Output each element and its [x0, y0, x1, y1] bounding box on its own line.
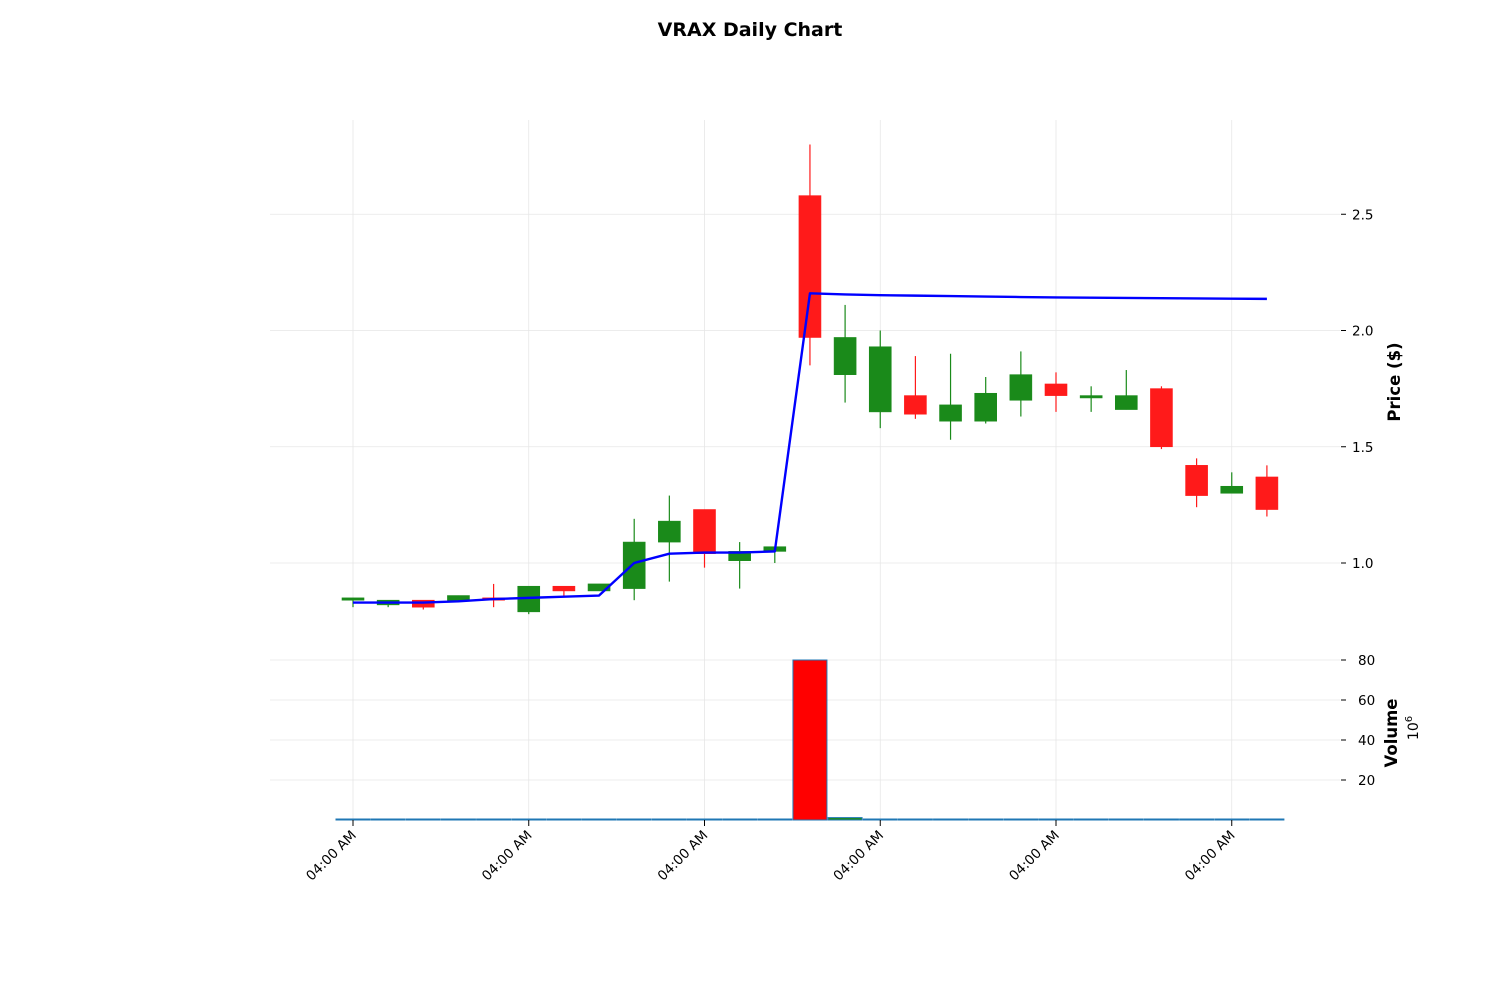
- candle: [1079, 386, 1103, 412]
- candle-body: [1115, 395, 1138, 410]
- candle: [868, 330, 892, 429]
- volume-bar: [1003, 818, 1039, 821]
- volume-axis: 20 40 60 80: [1341, 653, 1375, 789]
- volume-tick-label: 20: [1358, 773, 1375, 789]
- volume-bar: [1108, 818, 1144, 821]
- volume-bar: [827, 817, 863, 821]
- volume-bar: [968, 818, 1004, 821]
- volume-bar: [1249, 818, 1285, 821]
- volume-bar: [405, 818, 441, 821]
- volume-bar: [616, 818, 652, 821]
- volume-bar: [335, 818, 371, 821]
- volume-bar: [1214, 818, 1250, 821]
- candle-body: [904, 395, 927, 415]
- candle-body: [1255, 476, 1279, 510]
- candle: [798, 144, 822, 366]
- candle-body: [1150, 388, 1173, 448]
- candle-body: [1009, 374, 1033, 401]
- volume-tick-label: 60: [1358, 693, 1375, 709]
- moving-average-line: [353, 292, 1267, 604]
- candle-body: [1185, 465, 1208, 496]
- candle: [1220, 472, 1244, 494]
- candle: [833, 304, 857, 403]
- price-axis-label: Price ($): [1385, 342, 1404, 421]
- volume-bar: [440, 818, 476, 821]
- candle: [1044, 372, 1068, 412]
- candle: [693, 509, 716, 568]
- time-tick-label: 04:00 AM: [655, 828, 712, 885]
- candle-body: [552, 585, 576, 592]
- price-tick-label: 2.0: [1352, 324, 1373, 340]
- volume-tick-label: 80: [1358, 653, 1375, 669]
- price-tick-label: 1.0: [1352, 556, 1373, 572]
- volume-bar: [933, 818, 969, 821]
- candle: [1150, 386, 1173, 450]
- candle-body: [833, 337, 857, 375]
- volume-bars: [335, 659, 1285, 821]
- volume-bar: [476, 818, 512, 821]
- volume-tick-label: 40: [1358, 733, 1375, 749]
- candle: [974, 377, 998, 424]
- volume-bar: [370, 818, 406, 821]
- candle: [658, 495, 681, 582]
- candle-body: [658, 520, 681, 543]
- candle-body: [974, 392, 998, 422]
- candle-body: [447, 595, 470, 601]
- candle: [587, 583, 611, 592]
- candles: [341, 144, 1279, 615]
- candle: [622, 518, 646, 601]
- candle: [904, 356, 927, 419]
- time-tick-label: 04:00 AM: [830, 828, 887, 885]
- price-axis: 1.0 1.5 2.0 2.5: [1341, 207, 1373, 572]
- volume-bar: [687, 818, 722, 821]
- candle: [552, 585, 576, 596]
- volume-bar: [897, 818, 933, 821]
- candle-body: [622, 541, 646, 589]
- volume-bar: [722, 818, 758, 821]
- candle: [1185, 458, 1208, 508]
- candle: [1115, 370, 1138, 410]
- volume-bar: [1143, 818, 1179, 821]
- moving-average: [353, 292, 1267, 604]
- price-tick-label: 2.5: [1352, 207, 1373, 223]
- candle-body: [1079, 395, 1103, 399]
- volume-bar: [757, 818, 793, 821]
- volume-bar: [651, 818, 687, 821]
- volume-axis-label: Volume: [1382, 699, 1401, 768]
- volume-bar: [862, 818, 898, 821]
- candle-body: [939, 404, 962, 422]
- volume-bar: [546, 818, 582, 821]
- candle-body: [798, 195, 822, 338]
- time-tick-label: 04:00 AM: [303, 828, 360, 885]
- candle-body: [1044, 383, 1068, 396]
- time-tick-label: 04:00 AM: [1182, 828, 1239, 885]
- candle-body: [341, 597, 365, 601]
- candle-body: [693, 509, 716, 554]
- time-axis: 04:00 AM 04:00 AM 04:00 AM 04:00 AM 04:00 AM…: [303, 820, 1239, 885]
- volume-bar: [792, 659, 828, 821]
- candle: [517, 585, 541, 615]
- candle-body: [868, 346, 892, 413]
- candle-body: [1220, 485, 1244, 494]
- price-tick-label: 1.5: [1352, 440, 1373, 456]
- volume-bar: [1038, 818, 1074, 821]
- time-tick-label: 04:00 AM: [1006, 828, 1063, 885]
- volume-bar: [511, 818, 547, 821]
- candle: [1009, 351, 1033, 417]
- candle: [1255, 465, 1279, 517]
- candle: [939, 353, 962, 440]
- volume-offset-label: 106: [1404, 716, 1422, 740]
- candle: [447, 595, 470, 601]
- volume-bar: [581, 818, 617, 821]
- candle-body: [587, 583, 611, 592]
- time-tick-label: 04:00 AM: [479, 828, 536, 885]
- volume-bar: [1073, 818, 1109, 821]
- candle: [482, 583, 505, 608]
- chart-title: VRAX Daily Chart: [658, 19, 843, 41]
- volume-bar: [1179, 818, 1215, 821]
- candle: [728, 542, 751, 589]
